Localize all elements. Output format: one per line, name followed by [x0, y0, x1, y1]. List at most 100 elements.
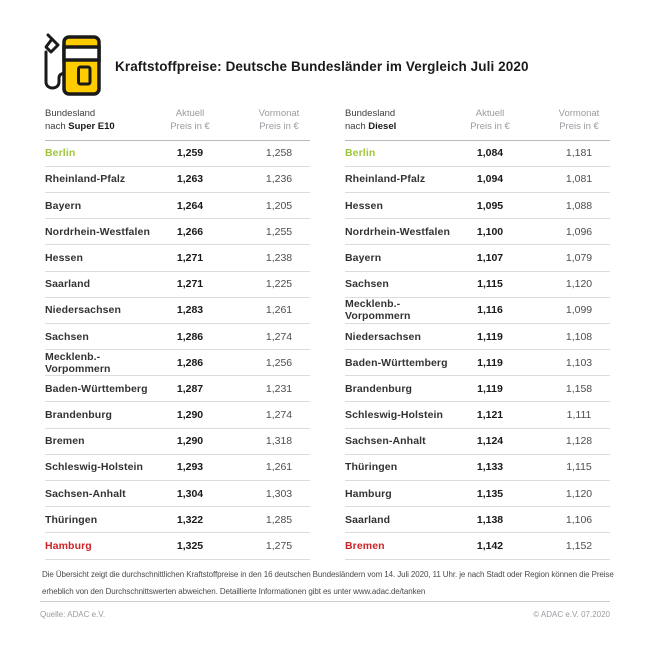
table-row: Sachsen 1,286 1,274 [45, 324, 310, 351]
vormonat-price: 1,158 [565, 382, 593, 395]
column-header-aktuell: Aktuell Preis in € [170, 108, 210, 133]
vormonat-price: 1,205 [265, 199, 293, 212]
header: Kraftstoffpreise: Deutsche Bundesländer … [36, 33, 529, 99]
bundesland-name: Sachsen-Anhalt [345, 435, 426, 448]
vormonat-price: 1,285 [265, 513, 293, 526]
table-header-super-e10: Bundesland nach Super E10 Aktuell Preis … [45, 107, 310, 141]
bundesland-name: Hessen [345, 199, 383, 212]
footnote: Die Übersicht zeigt die durchschnittlich… [42, 570, 614, 596]
aktuell-price: 1,095 [476, 199, 504, 212]
table-row: Sachsen-Anhalt 1,304 1,303 [45, 481, 310, 508]
column-header-aktuell: Aktuell Preis in € [470, 108, 510, 133]
bundesland-name: Thüringen [45, 513, 98, 526]
vormonat-price: 1,108 [565, 330, 593, 343]
bundesland-name: Saarland [345, 513, 391, 526]
bundesland-name: Brandenburg [345, 382, 413, 395]
price-tables: Bundesland nach Super E10 Aktuell Preis … [45, 107, 610, 560]
column-header-bundesland: Bundesland nach Diesel [345, 108, 397, 133]
aktuell-price: 1,119 [477, 356, 503, 369]
bundesland-name: Schleswig-Holstein [345, 409, 444, 422]
vormonat-price: 1,099 [565, 304, 593, 317]
page-title: Kraftstoffpreise: Deutsche Bundesländer … [115, 58, 529, 74]
vormonat-price: 1,103 [565, 356, 593, 369]
column-header-bundesland: Bundesland nach Super E10 [45, 108, 115, 133]
aktuell-price: 1,264 [176, 199, 204, 212]
column-header-vormonat: Vormonat Preis in € [258, 108, 300, 133]
aktuell-price: 1,286 [176, 330, 204, 343]
aktuell-price: 1,271 [176, 251, 204, 264]
vormonat-price: 1,225 [265, 278, 293, 291]
table-row: Saarland 1,271 1,225 [45, 272, 310, 298]
table-row: Rheinland-Pfalz 1,263 1,236 [45, 167, 310, 193]
aktuell-price: 1,142 [476, 540, 504, 552]
table-body-diesel: Berlin 1,084 1,181 Rheinland-Pfalz 1,094… [345, 141, 610, 560]
table-row: Mecklenb.-Vorpommern 1,116 1,099 [345, 298, 610, 324]
vormonat-price: 1,152 [565, 540, 593, 552]
bundesland-name: Niedersachsen [45, 304, 122, 317]
vormonat-price: 1,258 [265, 147, 293, 160]
aktuell-price: 1,100 [476, 225, 504, 238]
bundesland-name: Saarland [45, 278, 91, 291]
bundesland-name: Schleswig-Holstein [45, 461, 144, 474]
vormonat-price: 1,318 [265, 435, 293, 448]
bundesland-name: Hamburg [345, 487, 392, 500]
aktuell-price: 1,138 [476, 513, 504, 526]
vormonat-price: 1,231 [265, 382, 293, 395]
table-row: Niedersachsen 1,119 1,108 [345, 324, 610, 351]
table-row: Thüringen 1,322 1,285 [45, 507, 310, 534]
bundesland-name: Mecklenb.-Vorpommern [45, 350, 111, 375]
bundesland-name: Sachsen [45, 330, 89, 343]
vormonat-price: 1,255 [265, 225, 293, 238]
aktuell-price: 1,290 [176, 435, 204, 448]
aktuell-price: 1,094 [476, 173, 504, 186]
table-row: Saarland 1,138 1,106 [345, 507, 610, 534]
bundesland-name: Hamburg [45, 540, 92, 552]
table-diesel: Bundesland nach Diesel Aktuell Preis in … [345, 107, 610, 560]
aktuell-price: 1,124 [476, 435, 504, 448]
vormonat-price: 1,274 [265, 330, 293, 343]
vormonat-price: 1,120 [565, 278, 593, 291]
aktuell-price: 1,119 [477, 382, 503, 395]
bundesland-name: Niedersachsen [345, 330, 422, 343]
bundesland-name: Sachsen-Anhalt [45, 487, 126, 500]
table-row: Brandenburg 1,119 1,158 [345, 376, 610, 403]
bundesland-name: Nordrhein-Westfalen [345, 225, 450, 238]
vormonat-price: 1,128 [565, 435, 593, 448]
table-row: Baden-Württemberg 1,119 1,103 [345, 350, 610, 377]
table-row: Schleswig-Holstein 1,121 1,111 [345, 402, 610, 429]
aktuell-price: 1,325 [176, 540, 204, 552]
aktuell-price: 1,286 [176, 356, 204, 369]
table-row: Schleswig-Holstein 1,293 1,261 [45, 455, 310, 482]
table-row: Hessen 1,095 1,088 [345, 193, 610, 220]
table-row: Sachsen 1,115 1,120 [345, 272, 610, 298]
bundesland-name: Bayern [45, 199, 82, 212]
aktuell-price: 1,263 [176, 173, 204, 186]
vormonat-price: 1,079 [565, 251, 593, 264]
table-row: Nordrhein-Westfalen 1,100 1,096 [345, 219, 610, 246]
aktuell-price: 1,283 [176, 304, 204, 317]
table-row: Bayern 1,107 1,079 [345, 245, 610, 272]
vormonat-price: 1,106 [565, 513, 593, 526]
aktuell-price: 1,084 [476, 147, 504, 160]
table-row: Bayern 1,264 1,205 [45, 193, 310, 220]
bundesland-name: Baden-Württemberg [45, 382, 148, 395]
aktuell-price: 1,304 [176, 487, 204, 500]
bundesland-name: Hessen [45, 251, 83, 264]
column-header-vormonat: Vormonat Preis in € [558, 108, 600, 133]
vormonat-price: 1,081 [565, 173, 593, 186]
copyright-label: © ADAC e.V. 07.2020 [533, 610, 610, 619]
aktuell-price: 1,115 [477, 278, 503, 291]
aktuell-price: 1,116 [477, 304, 503, 317]
vormonat-price: 1,256 [265, 356, 293, 369]
bundesland-name: Berlin [345, 147, 376, 160]
table-super-e10: Bundesland nach Super E10 Aktuell Preis … [45, 107, 310, 560]
table-row: Baden-Württemberg 1,287 1,231 [45, 376, 310, 403]
bundesland-name: Bremen [345, 540, 385, 552]
table-body-super-e10: Berlin 1,259 1,258 Rheinland-Pfalz 1,263… [45, 141, 310, 560]
table-row: Nordrhein-Westfalen 1,266 1,255 [45, 219, 310, 246]
table-row: Thüringen 1,133 1,115 [345, 455, 610, 482]
bundesland-name: Rheinland-Pfalz [345, 173, 426, 186]
table-row: Niedersachsen 1,283 1,261 [45, 298, 310, 324]
vormonat-price: 1,303 [265, 487, 293, 500]
aktuell-price: 1,259 [176, 147, 204, 160]
